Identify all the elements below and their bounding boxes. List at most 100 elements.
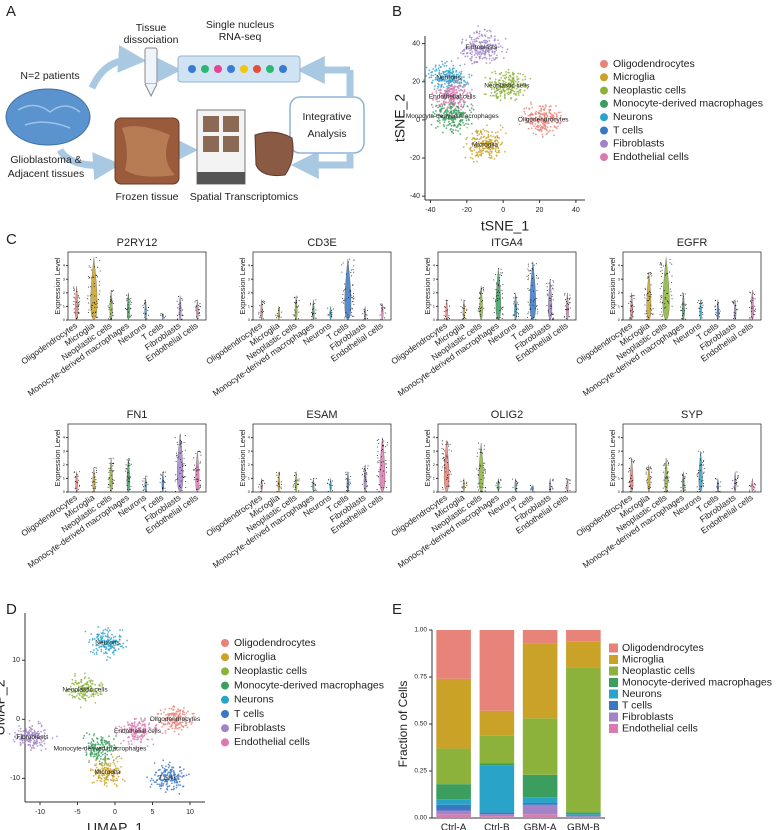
cell-dot (699, 479, 701, 481)
cell-point (462, 49, 465, 51)
cell-point (171, 727, 174, 730)
cell-point (462, 121, 464, 124)
cell-dot (446, 477, 448, 479)
cell-dot (262, 479, 264, 481)
cell-dot (536, 277, 538, 279)
cell-dot (441, 453, 443, 455)
cell-dot (278, 306, 280, 308)
cell-dot (129, 316, 131, 318)
cell-dot (342, 293, 344, 295)
cell-dot (91, 485, 93, 487)
cell-point (451, 87, 454, 90)
cell-dot (651, 471, 653, 473)
cell-point (469, 58, 472, 60)
cell-point (496, 92, 498, 95)
cell-dot (566, 309, 568, 311)
cell-dot (659, 288, 661, 290)
cell-dot (143, 312, 145, 314)
cell-dot (630, 314, 632, 316)
cell-dot (499, 274, 501, 276)
cell-point (470, 107, 473, 110)
cell-dot (177, 444, 179, 446)
cell-dot (498, 482, 500, 484)
cell-point (92, 693, 95, 696)
cell-point (101, 764, 104, 767)
y-tick-label: 0.25 (414, 768, 427, 775)
violin (716, 478, 719, 493)
cell-point (164, 731, 167, 734)
cell-point (456, 95, 459, 98)
cell-point (454, 129, 457, 132)
cell-dot (194, 477, 196, 479)
cell-dot (466, 481, 468, 483)
cell-dot (568, 316, 570, 318)
y-tick-label: 4 (63, 263, 66, 268)
cell-dot (313, 312, 315, 314)
violin (531, 484, 534, 493)
cell-dot (550, 485, 552, 487)
cell-point (523, 110, 526, 113)
cell-point (459, 101, 461, 104)
cell-dot (702, 480, 704, 482)
cell-point (460, 85, 462, 87)
cell-point (110, 779, 113, 782)
cell-point (179, 770, 181, 773)
cell-point (107, 762, 110, 765)
cell-point (438, 72, 441, 75)
cell-dot (347, 261, 349, 263)
cell-point (443, 121, 446, 124)
cell-point (517, 80, 520, 83)
cell-dot (629, 310, 631, 312)
violin (363, 464, 367, 493)
cell-point (160, 781, 163, 784)
cell-dot (513, 314, 515, 316)
cell-point (434, 64, 437, 67)
cell-point (171, 782, 173, 785)
cell-dot (147, 314, 149, 316)
cell-dot (278, 309, 280, 311)
cell-dot (379, 314, 381, 316)
cell-point (126, 721, 129, 724)
cell-dot (443, 467, 445, 469)
x-tick-label: Ctrl-B (484, 823, 510, 830)
cell-point (84, 699, 87, 702)
cell-dot (484, 469, 486, 471)
cell-dot (174, 480, 176, 482)
cell-dot (195, 307, 197, 309)
cell-dot (352, 298, 354, 300)
cell-point (448, 103, 451, 106)
cell-point (464, 117, 467, 120)
cell-point (183, 711, 185, 714)
y-axis-title: Expression Level (608, 257, 617, 314)
cell-dot (648, 485, 650, 487)
cell-point (475, 37, 477, 40)
cell-dot (569, 482, 571, 484)
cell-point (487, 134, 490, 136)
cell-dot (661, 285, 663, 287)
cell-point (438, 83, 440, 86)
cell-dot (181, 299, 183, 301)
cell-point (489, 94, 492, 97)
cell-point (484, 51, 487, 54)
cell-dot (352, 300, 354, 302)
cell-point (446, 107, 449, 110)
cell-dot (717, 482, 719, 484)
cluster-label: Neurons (95, 639, 120, 646)
cell-point (432, 97, 434, 100)
cell-dot (496, 300, 498, 302)
cell-dot (310, 304, 312, 306)
cell-point (430, 81, 433, 84)
cell-dot (89, 286, 91, 288)
cell-dot (547, 294, 549, 296)
cell-point (90, 741, 93, 743)
bar-segment (566, 630, 601, 642)
cell-dot (177, 478, 179, 480)
cell-dot (446, 485, 448, 487)
cell-dot (632, 311, 634, 313)
cell-dot (364, 467, 366, 469)
cell-point (478, 133, 481, 136)
cell-point (543, 124, 546, 127)
cell-point (146, 776, 148, 779)
y-tick-label: 0.00 (414, 815, 427, 822)
plot-frame (437, 251, 577, 321)
